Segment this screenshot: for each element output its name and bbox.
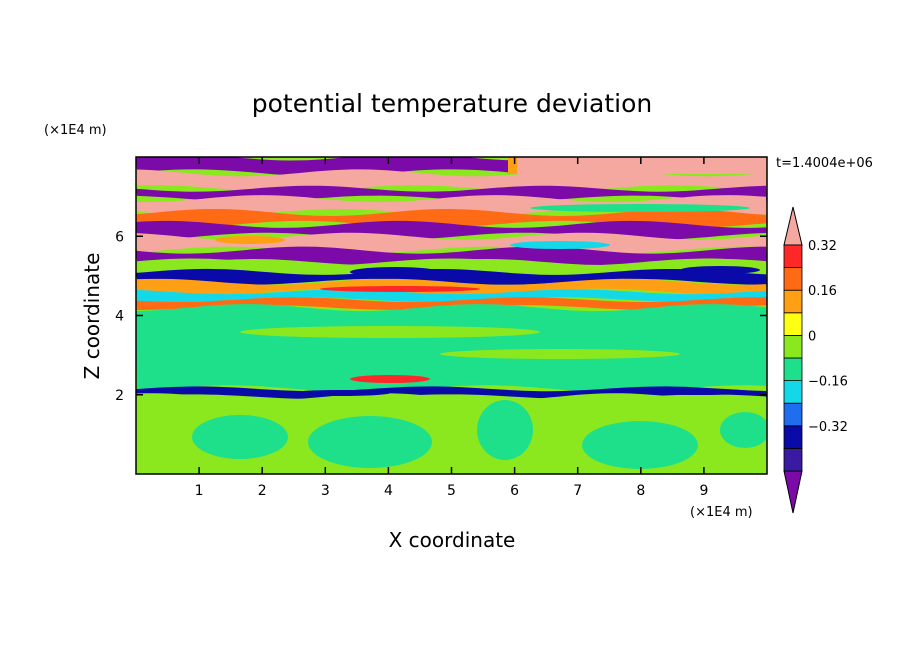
- contour-patch: [350, 375, 430, 383]
- contour-band: [136, 304, 767, 393]
- colorbar-segment: [783, 357, 803, 382]
- colorbar-label: −0.16: [808, 375, 848, 390]
- x-tick-label: 9: [699, 483, 708, 499]
- contour-patch: [530, 204, 750, 212]
- x-axis: 1 2 3 4 5 6 7 8 9: [195, 157, 708, 499]
- contour-patch: [680, 266, 760, 274]
- chart-title: potential temperature deviation: [252, 89, 652, 118]
- contour-patch: [477, 400, 533, 460]
- contour-band: [136, 195, 767, 216]
- x-tick-label: 5: [447, 483, 456, 499]
- contour-patch: [508, 157, 517, 174]
- contour-band: [136, 259, 767, 275]
- y-tick-label: 2: [115, 388, 124, 404]
- colorbar-segment: [783, 334, 803, 359]
- x-tick-label: 3: [321, 483, 330, 499]
- contour-band: [136, 209, 767, 228]
- colorbar-label: 0: [808, 329, 816, 344]
- colorbar-segment: [783, 425, 803, 449]
- x-tick-label: 1: [195, 483, 204, 499]
- y-unit-label: (×1E4 m): [44, 123, 107, 138]
- colorbar-segment: [783, 267, 803, 291]
- y-tick-label: 4: [115, 309, 124, 325]
- colorbar-segment: [783, 402, 803, 427]
- y-axis-label: Z coordinate: [80, 253, 104, 380]
- contour-band: [136, 289, 767, 302]
- colorbar: 0.32 0.16 0 −0.16 −0.32: [783, 206, 848, 514]
- contour-band: [136, 297, 767, 310]
- colorbar-label: 0.16: [808, 284, 837, 299]
- contour-band: [136, 268, 767, 285]
- contour-patch: [240, 326, 540, 338]
- x-tick-label: 7: [573, 483, 582, 499]
- colorbar-extend-min: [783, 470, 803, 514]
- colorbar-segment: [783, 447, 803, 472]
- time-label: t=1.4004e+06: [776, 156, 873, 171]
- colorbar-segment: [783, 312, 803, 336]
- contour-patch: [320, 286, 480, 292]
- x-tick-label: 8: [636, 483, 645, 499]
- colorbar-extend-max: [783, 206, 803, 246]
- x-tick-label: 6: [510, 483, 519, 499]
- contour-patch: [582, 421, 698, 469]
- contour-patch: [215, 236, 285, 244]
- colorbar-segment: [783, 380, 803, 404]
- contour-patch: [290, 390, 390, 396]
- contour-patch: [308, 416, 432, 468]
- plot-area: [136, 157, 767, 474]
- contour-patch: [645, 389, 755, 395]
- colorbar-label: −0.32: [808, 420, 848, 435]
- y-tick-label: 6: [115, 229, 124, 245]
- colorbar-label: 0.32: [808, 239, 837, 254]
- contour-patch: [192, 415, 288, 459]
- contour-patch: [440, 349, 680, 359]
- x-tick-label: 4: [384, 483, 393, 499]
- colorbar-segment: [783, 244, 803, 269]
- y-axis: 2 4 6: [115, 229, 767, 404]
- contour-patch: [350, 267, 440, 277]
- contour-patch: [510, 241, 610, 249]
- contour-patch: [720, 412, 767, 448]
- x-unit-label: (×1E4 m): [690, 505, 753, 520]
- colorbar-segment: [783, 289, 803, 314]
- x-axis-label: X coordinate: [389, 528, 516, 552]
- x-tick-label: 2: [258, 483, 267, 499]
